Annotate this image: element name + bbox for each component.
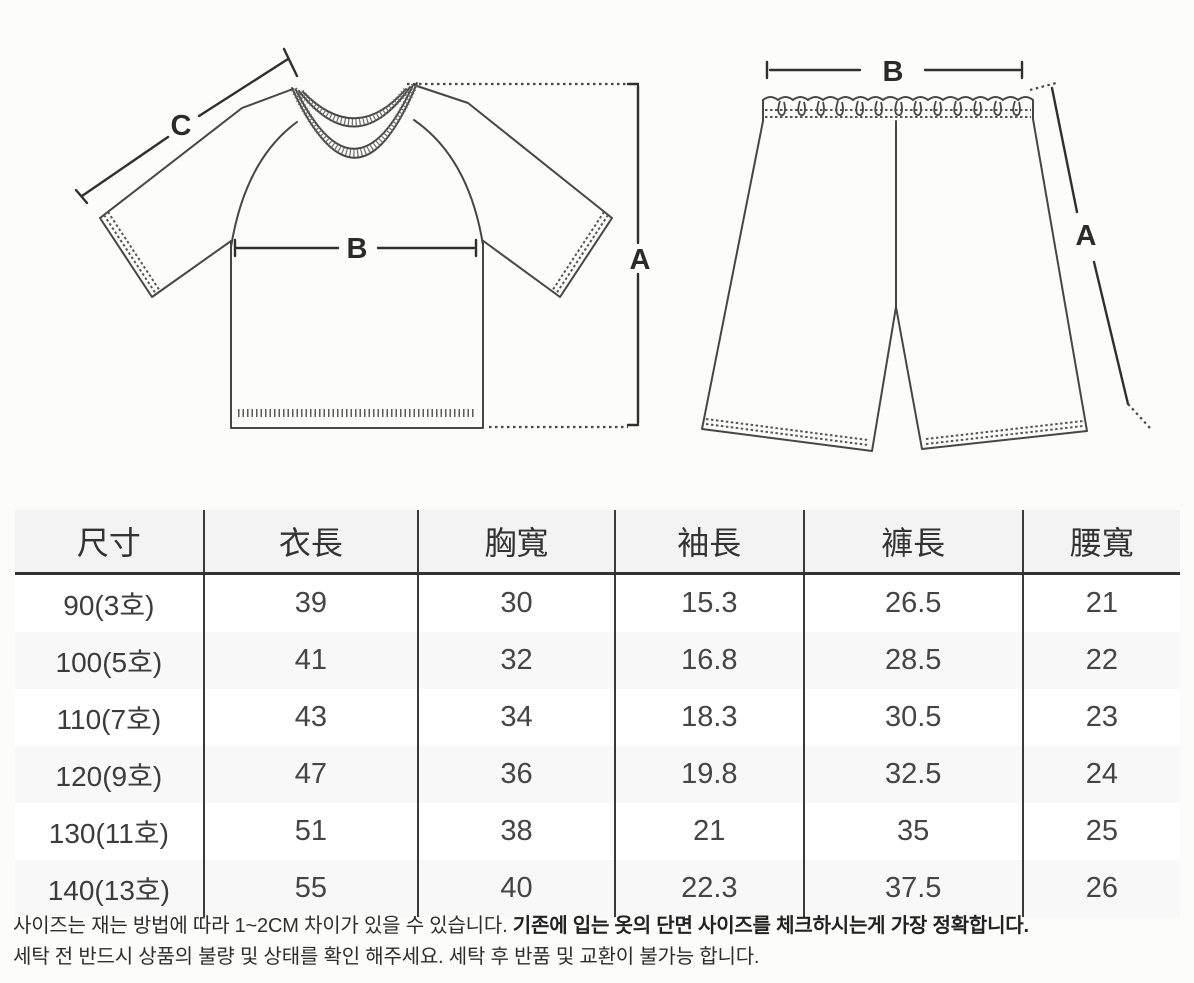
measure-line-a-shorts bbox=[1029, 81, 1151, 429]
measure-label-b-shorts: B bbox=[883, 56, 904, 88]
cell-value: 26.5 bbox=[803, 573, 1024, 632]
cell-value: 18.3 bbox=[614, 689, 805, 746]
tshirt-collar bbox=[290, 82, 419, 159]
measure-label-c: C bbox=[171, 110, 192, 142]
tshirt-body-outline bbox=[230, 240, 484, 429]
table-row: 90(3호) 39 30 15.3 26.5 21 bbox=[15, 573, 1180, 632]
table-row: 110(7호) 43 34 18.3 30.5 23 bbox=[15, 689, 1180, 746]
shorts-hem-stitching-left bbox=[705, 418, 869, 446]
cell-value: 19.8 bbox=[614, 746, 805, 803]
cell-size: 120(9호) bbox=[15, 746, 205, 803]
tshirt-cuff-stitching-left bbox=[103, 211, 161, 295]
tshirt-left-sleeve bbox=[99, 88, 294, 298]
cell-value: 16.8 bbox=[614, 632, 805, 689]
measure-line-b-shorts bbox=[765, 60, 1024, 80]
cell-value: 39 bbox=[203, 573, 420, 632]
cell-value: 43 bbox=[203, 689, 420, 746]
cell-value: 28.5 bbox=[803, 632, 1024, 689]
shorts-waistband-elastic bbox=[765, 109, 1031, 118]
col-header-chest-width: 胸寬 bbox=[418, 510, 616, 575]
measure-label-b-shirt: B bbox=[347, 233, 368, 265]
note-line-1-bold: 기존에 입는 옷의 단면 사이즈를 체크하시는게 가장 정확합니다. bbox=[512, 915, 1029, 937]
cell-value: 51 bbox=[203, 803, 420, 860]
shorts-outline bbox=[701, 118, 1088, 452]
shorts-diagram: B A bbox=[701, 56, 1151, 452]
cell-value: 38 bbox=[418, 803, 616, 860]
cell-value: 40 bbox=[418, 860, 616, 917]
cell-size: 110(7호) bbox=[15, 689, 205, 746]
cell-value: 32 bbox=[418, 632, 616, 689]
cell-value: 36 bbox=[418, 746, 616, 803]
col-header-waist-width: 腰寬 bbox=[1022, 510, 1180, 575]
table-row: 100(5호) 41 32 16.8 28.5 22 bbox=[15, 632, 1180, 689]
col-header-pants-length: 褲長 bbox=[803, 510, 1024, 575]
note-line-1: 사이즈는 재는 방법에 따라 1~2CM 차이가 있을 수 있습니다. 기존에 … bbox=[13, 911, 1188, 942]
note-line-2: 세탁 전 반드시 상품의 불량 및 상태를 확인 해주세요. 세탁 후 반품 및… bbox=[13, 946, 760, 968]
cell-value: 15.3 bbox=[614, 573, 805, 632]
tshirt-armhole-right bbox=[413, 119, 484, 246]
size-notes: 사이즈는 재는 방법에 따라 1~2CM 차이가 있을 수 있습니다. 기존에 … bbox=[13, 911, 1188, 973]
col-header-sleeve-length: 袖長 bbox=[614, 510, 805, 575]
cell-value: 30.5 bbox=[803, 689, 1024, 746]
table-row: 130(11호) 51 38 21 35 25 bbox=[15, 803, 1180, 860]
cell-value: 23 bbox=[1022, 689, 1180, 746]
size-table: 尺寸 衣長 胸寬 袖長 褲長 腰寬 90(3호) 39 30 15.3 26.5… bbox=[15, 510, 1180, 917]
measure-line-b-shirt bbox=[233, 238, 478, 258]
tshirt-diagram: C B A bbox=[74, 47, 651, 429]
cell-value: 37.5 bbox=[803, 860, 1024, 917]
cell-value: 22.3 bbox=[614, 860, 805, 917]
col-header-size: 尺寸 bbox=[15, 510, 205, 575]
cell-value: 55 bbox=[203, 860, 420, 917]
cell-value: 21 bbox=[1022, 573, 1180, 632]
cell-value: 25 bbox=[1022, 803, 1180, 860]
table-row: 120(9호) 47 36 19.8 32.5 24 bbox=[15, 746, 1180, 803]
shorts-waistband-loops bbox=[777, 100, 1021, 117]
cell-value: 47 bbox=[203, 746, 420, 803]
measure-line-a-shirt bbox=[407, 82, 640, 429]
tshirt-armhole-left bbox=[230, 121, 298, 248]
cell-value: 35 bbox=[803, 803, 1024, 860]
cell-value: 34 bbox=[418, 689, 616, 746]
garment-diagrams: C B A bbox=[74, 47, 1151, 452]
note-line-1-normal: 사이즈는 재는 방법에 따라 1~2CM 차이가 있을 수 있습니다. bbox=[13, 915, 513, 937]
cell-size: 140(13호) bbox=[15, 860, 205, 917]
measure-label-a-shirt: A bbox=[630, 244, 651, 276]
measure-line-c bbox=[74, 47, 299, 205]
cell-size: 130(11호) bbox=[15, 803, 205, 860]
tshirt-cuff-stitching-right bbox=[551, 211, 609, 295]
cell-value: 21 bbox=[614, 803, 805, 860]
cell-size: 100(5호) bbox=[15, 632, 205, 689]
cell-value: 24 bbox=[1022, 746, 1180, 803]
table-row: 140(13호) 55 40 22.3 37.5 26 bbox=[15, 860, 1180, 917]
tshirt-right-sleeve bbox=[413, 84, 613, 298]
shorts-waistband bbox=[762, 96, 1034, 101]
col-header-garment-length: 衣長 bbox=[203, 510, 420, 575]
cell-size: 90(3호) bbox=[15, 573, 205, 632]
cell-value: 41 bbox=[203, 632, 420, 689]
size-table-header-row: 尺寸 衣長 胸寬 袖長 褲長 腰寬 bbox=[15, 510, 1180, 575]
cell-value: 30 bbox=[418, 573, 616, 632]
measure-label-a-shorts: A bbox=[1076, 220, 1097, 252]
cell-value: 26 bbox=[1022, 860, 1180, 917]
cell-value: 22 bbox=[1022, 632, 1180, 689]
shorts-hem-stitching-right bbox=[925, 420, 1084, 445]
cell-value: 32.5 bbox=[803, 746, 1024, 803]
